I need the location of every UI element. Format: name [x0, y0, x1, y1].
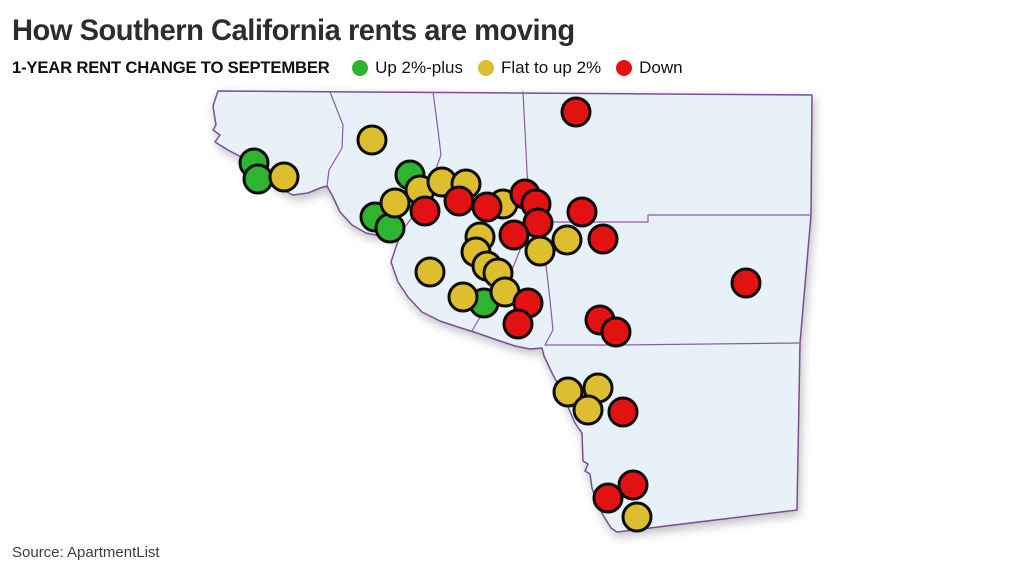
- map-dot-flat-to-up-2: [379, 187, 411, 219]
- legend-item-up: Up 2%-plus: [352, 58, 463, 78]
- map-dot-down: [560, 96, 592, 128]
- map-dot-flat-to-up-2: [552, 376, 584, 408]
- map-dot-down: [471, 191, 503, 223]
- map-dot-down: [522, 207, 554, 239]
- page-title: How Southern California rents are moving: [12, 14, 575, 47]
- map-dot-down: [592, 482, 624, 514]
- map-dots: [238, 96, 762, 533]
- legend-label-flat: Flat to up 2%: [500, 58, 602, 77]
- map-dot-flat-to-up-2: [524, 235, 556, 267]
- legend-item-flat: Flat to up 2%: [477, 58, 602, 78]
- legend-label-up: Up 2%-plus: [375, 58, 463, 77]
- green-dot-icon: [352, 60, 369, 76]
- header: How Southern California rents are moving…: [12, 12, 1012, 78]
- map-dot-up-2-plus: [242, 163, 274, 195]
- map-dot-down: [730, 267, 762, 299]
- map-dot-down: [502, 308, 534, 340]
- map-dot-down: [409, 195, 441, 227]
- source-note: Source: ApartmentList: [12, 544, 160, 561]
- map-dot-down: [600, 316, 632, 348]
- red-dot-icon: [616, 60, 633, 76]
- map-dot-flat-to-up-2: [447, 281, 479, 313]
- map-dot-down: [498, 219, 530, 251]
- legend-item-down: Down: [616, 58, 683, 78]
- county-border-santabarbara-ventura: [326, 91, 344, 187]
- legend-row: 1-YEAR RENT CHANGE TO SEPTEMBER Up 2%-pl…: [12, 58, 1012, 78]
- legend-label-down: Down: [639, 58, 683, 77]
- yellow-dot-icon: [477, 60, 494, 76]
- map-dot-down: [566, 196, 598, 228]
- map-dot-up-2-plus: [374, 212, 406, 244]
- map-dot-flat-to-up-2: [551, 224, 583, 256]
- map-dot-down: [443, 185, 475, 217]
- map-dot-flat-to-up-2: [356, 124, 388, 156]
- map-dot-flat-to-up-2: [621, 501, 653, 533]
- map-dot-down: [607, 396, 639, 428]
- map-dot-flat-to-up-2: [414, 256, 446, 288]
- map-dot-down: [617, 469, 649, 501]
- subtitle-label: 1-YEAR RENT CHANGE TO SEPTEMBER: [12, 58, 330, 77]
- map-dot-flat-to-up-2: [572, 394, 604, 426]
- map-dot-flat-to-up-2: [268, 161, 300, 193]
- map-dot-down: [587, 223, 619, 255]
